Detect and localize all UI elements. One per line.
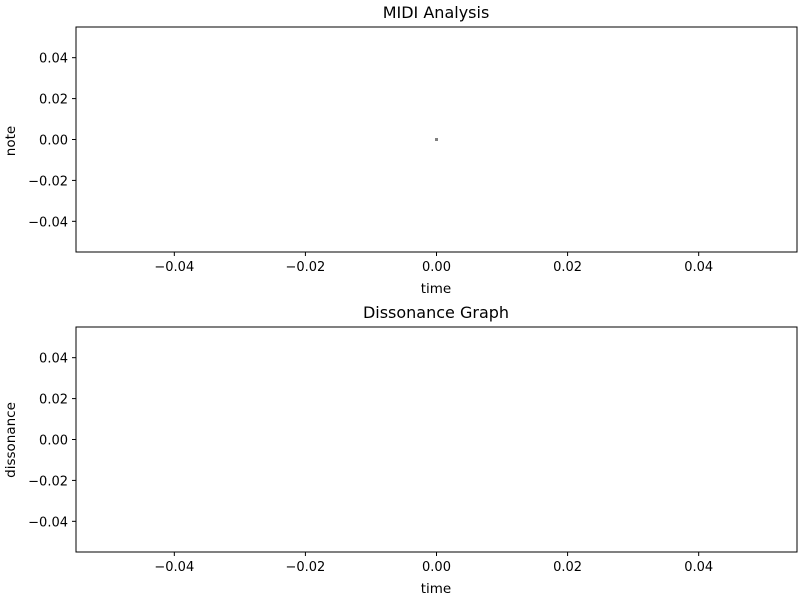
x-tick-label: −0.04 (154, 560, 194, 575)
y-tick-label: 0.02 (39, 93, 68, 108)
y-tick-label: 0.04 (39, 52, 68, 67)
x-axis-label: time (421, 281, 452, 297)
y-axis-label: dissonance (3, 402, 19, 478)
x-axis-label: time (421, 581, 452, 597)
y-tick-label: 0.04 (39, 352, 68, 367)
x-tick-label: 0.00 (422, 260, 451, 275)
chart-title: MIDI Analysis (383, 3, 490, 22)
y-tick-label: 0.02 (39, 393, 68, 408)
axes-frame (75, 326, 798, 553)
x-tick-label: 0.04 (684, 260, 713, 275)
y-tick-label: −0.02 (28, 174, 68, 189)
y-tick-label: −0.04 (28, 515, 68, 530)
y-tick-label: −0.04 (28, 215, 68, 230)
x-tick-label: −0.02 (285, 260, 325, 275)
chart-title: Dissonance Graph (363, 303, 509, 322)
midi-analysis-chart: MIDI Analysis time note −0.04 −0.02 0.00 0.… (3, 3, 798, 297)
y-tick-label: 0.00 (39, 434, 68, 449)
x-tick-label: −0.02 (285, 560, 325, 575)
x-tick-label: 0.00 (422, 560, 451, 575)
x-tick-label: 0.04 (684, 560, 713, 575)
x-tick-label: 0.02 (553, 560, 582, 575)
y-tick-label: −0.02 (28, 474, 68, 489)
dissonance-graph-chart: Dissonance Graph time dissonance −0.04 −0… (3, 303, 798, 597)
y-tick-label: 0.00 (39, 134, 68, 149)
x-tick-label: −0.04 (154, 260, 194, 275)
data-point (435, 138, 438, 141)
y-axis-label: note (3, 126, 19, 156)
x-tick-label: 0.02 (553, 260, 582, 275)
